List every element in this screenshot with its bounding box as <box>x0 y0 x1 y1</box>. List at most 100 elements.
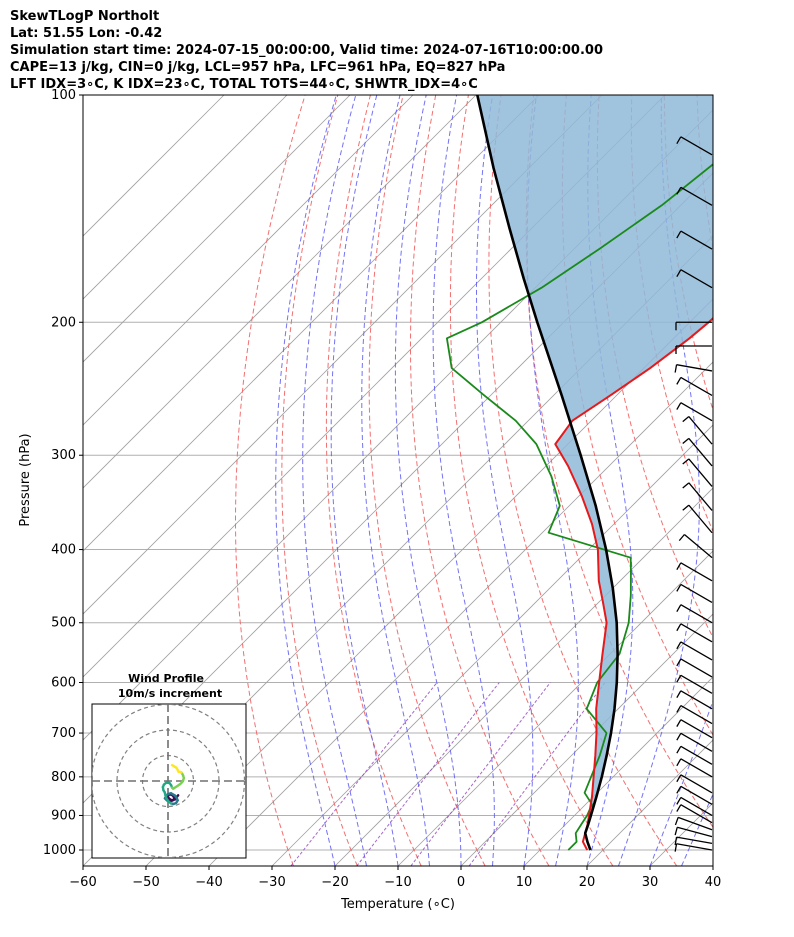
isotherm-line <box>271 424 713 866</box>
moist-adiabat <box>681 792 713 866</box>
y-tick-label: 400 <box>51 543 76 558</box>
barb-flag <box>676 658 682 667</box>
moist-adiabat <box>275 95 337 866</box>
barb-staff <box>676 843 713 851</box>
moist-adiabat <box>526 95 579 866</box>
y-tick-label: 200 <box>51 315 76 330</box>
wind-barb <box>674 364 713 373</box>
y-tick-label: 100 <box>51 88 76 103</box>
barb-flag <box>676 562 682 571</box>
x-tick-label: −30 <box>258 875 285 890</box>
y-tick-label: 300 <box>51 448 76 463</box>
moist-adiabat <box>432 95 495 866</box>
location-line: Lat: 51.55 Lon: -0.42 <box>10 26 163 41</box>
barb-flag <box>682 437 690 445</box>
inset-plot <box>92 704 246 858</box>
barb-staff <box>680 376 713 397</box>
isotherm-line <box>334 487 713 866</box>
barb-staff <box>677 816 713 831</box>
barb-staff <box>680 745 713 765</box>
moist-adiabat <box>330 95 399 866</box>
barb-flag <box>676 804 682 812</box>
barb-staff <box>680 804 713 824</box>
x-tick-label: −50 <box>132 875 159 890</box>
wind-barb <box>682 416 713 445</box>
barb-staff <box>680 583 713 603</box>
wind-barb <box>676 719 713 739</box>
barb-flag <box>676 797 682 805</box>
wind-profile-inset: Wind Profile 10m/s increment <box>91 672 247 859</box>
barb-staff <box>688 504 713 534</box>
x-tick-label: −60 <box>69 875 96 890</box>
wind-barb <box>674 843 713 852</box>
isotherm-line <box>83 95 414 426</box>
barb-flag <box>678 534 685 542</box>
wind-barb <box>676 690 713 710</box>
mixing-ratio-line <box>468 682 606 866</box>
cape-area <box>477 95 713 834</box>
dry-adiabat <box>762 95 794 866</box>
barb-flag <box>676 745 682 754</box>
dewpoint-line <box>446 163 713 851</box>
barb-staff <box>680 269 713 289</box>
wind-barb <box>682 504 713 534</box>
barb-staff <box>680 785 713 805</box>
wind-barb <box>676 785 713 805</box>
isotherm-line <box>83 95 603 615</box>
wind-barb <box>676 704 713 725</box>
isotherm-line <box>712 865 713 866</box>
profile-lines <box>446 95 713 851</box>
barb-flag <box>674 843 678 852</box>
barb-flag <box>676 641 682 650</box>
barb-staff <box>680 732 713 752</box>
y-tick-label: 900 <box>51 808 76 823</box>
dry-adiabat <box>596 95 713 639</box>
dry-adiabat <box>525 95 713 828</box>
axes: −60 −50 −40 −30 −20 −10 0 10 20 30 40 100 200 300 400 5… <box>43 88 721 890</box>
x-axis-label: Temperature (∘C) <box>340 897 455 912</box>
x-tick-label: −40 <box>195 875 222 890</box>
barb-staff <box>680 774 713 794</box>
wind-barb <box>675 345 712 354</box>
wind-barb <box>676 641 713 661</box>
barb-flag <box>676 187 682 195</box>
y-tick-label: 700 <box>51 726 76 741</box>
wind-barb <box>674 836 713 846</box>
wind-barb <box>682 482 713 511</box>
barb-staff <box>680 641 713 661</box>
isotherm-line <box>83 95 477 489</box>
barb-flag <box>676 136 682 145</box>
barb-staff <box>680 658 713 678</box>
x-tick-label: 30 <box>642 875 659 890</box>
dry-adiabat <box>663 95 713 412</box>
moist-adiabat <box>476 95 534 866</box>
x-tick-label: 40 <box>705 875 722 890</box>
moist-adiabat <box>649 699 713 866</box>
barb-staff <box>684 534 713 559</box>
x-tick-label: 10 <box>516 875 533 890</box>
barb-staff <box>680 758 713 778</box>
isotherm-line <box>83 95 288 300</box>
barb-staff <box>680 704 713 725</box>
x-tick-label: 20 <box>579 875 596 890</box>
barb-flag <box>674 817 679 826</box>
dry-adiabat <box>281 95 358 866</box>
wind-barb <box>676 758 713 778</box>
inset-subtitle: 10m/s increment <box>118 687 222 700</box>
chart-header: SkewTLogP Northolt Lat: 51.55 Lon: -0.42… <box>10 8 603 93</box>
x-tick-label: −10 <box>384 875 411 890</box>
dry-adiabat <box>368 95 486 866</box>
moist-adiabat <box>302 95 367 866</box>
barb-flag <box>682 458 690 465</box>
barb-staff <box>688 482 713 511</box>
wind-barb <box>676 376 713 397</box>
wind-barb <box>676 186 713 206</box>
barb-staff <box>677 826 713 838</box>
dry-adiabat <box>325 95 422 866</box>
barb-staff <box>680 562 713 582</box>
mixing-ratio-line <box>290 682 438 866</box>
x-tick-label: −20 <box>321 875 348 890</box>
wind-barb <box>682 458 713 487</box>
barb-flag <box>674 837 678 846</box>
